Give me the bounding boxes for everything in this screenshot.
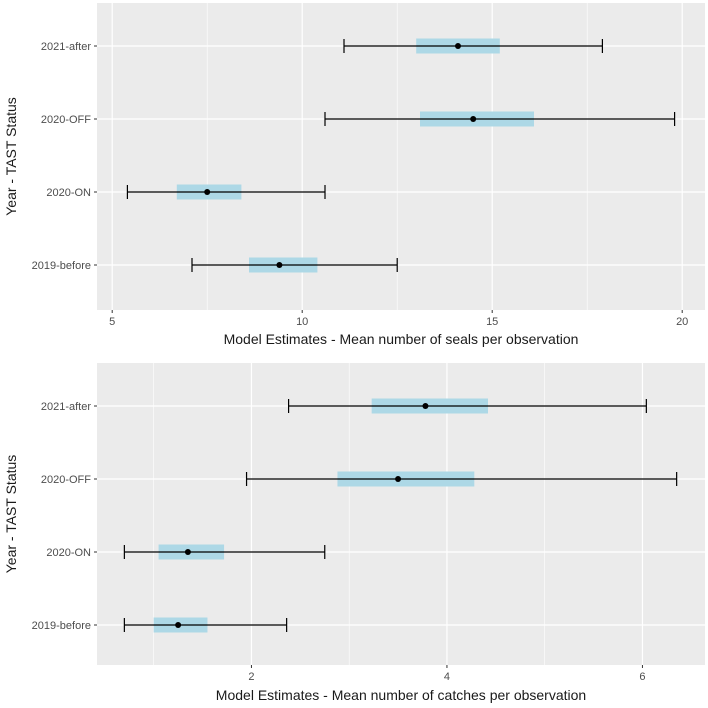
x-tick-label: 10 (296, 316, 308, 328)
y-tick-label: 2019-before (32, 620, 91, 632)
y-axis-title: Year - TAST Status (3, 455, 19, 574)
estimate-point (395, 476, 402, 482)
estimate-point (184, 549, 191, 555)
y-tick-label: 2020-OFF (41, 114, 91, 126)
catches-chart: 2 4 6 2019-before 2020-ON 2020-OFF 2021-after M… (3, 363, 705, 703)
y-tick-label: 2021-after (41, 401, 91, 413)
estimate-point (422, 403, 429, 409)
x-axis-title: Model Estimates - Mean number of seals p… (224, 331, 579, 347)
estimate-point (204, 189, 211, 195)
seals-chart: 5 10 15 20 2019-before 2020-ON 2020-OFF 2021-af… (3, 3, 705, 347)
y-tick-label: 2021-after (41, 41, 91, 53)
estimate-point (455, 43, 461, 49)
x-tick-label: 20 (676, 316, 688, 328)
y-axis-title: Year - TAST Status (3, 97, 19, 216)
estimate-point (175, 622, 182, 628)
estimate-point (276, 262, 283, 268)
panel-background (97, 3, 705, 310)
x-tick-label: 2 (248, 671, 254, 683)
y-tick-label: 2020-ON (46, 187, 91, 199)
x-tick-label: 4 (444, 671, 450, 683)
y-tick-label: 2020-OFF (41, 474, 91, 486)
y-tick-label: 2019-before (32, 260, 91, 272)
y-tick-label: 2020-ON (46, 547, 91, 559)
x-tick-label: 15 (486, 316, 498, 328)
estimate-point (470, 116, 477, 122)
x-tick-label: 5 (109, 316, 115, 328)
x-axis-title: Model Estimates - Mean number of catches… (216, 687, 586, 703)
x-tick-label: 6 (639, 671, 645, 683)
